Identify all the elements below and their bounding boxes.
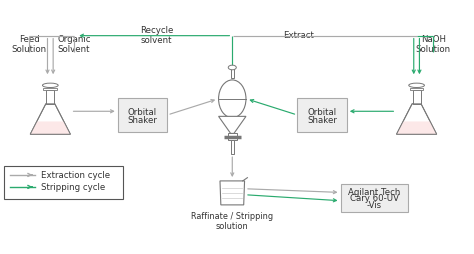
Ellipse shape: [219, 81, 246, 118]
Bar: [46, 90, 55, 104]
Bar: [231, 69, 234, 79]
Polygon shape: [397, 104, 437, 135]
Ellipse shape: [43, 84, 58, 88]
Text: Orbital: Orbital: [128, 107, 157, 116]
Polygon shape: [30, 104, 71, 135]
Text: Cary 60-UV: Cary 60-UV: [349, 194, 399, 203]
Text: -Vis: -Vis: [366, 201, 382, 210]
Text: Shaker: Shaker: [128, 116, 157, 125]
Bar: [228, 134, 237, 141]
Text: Feed
Solution: Feed Solution: [11, 35, 46, 54]
Bar: [340, 184, 408, 212]
Text: Agilant Tech: Agilant Tech: [348, 187, 400, 196]
Text: Stripping cycle: Stripping cycle: [41, 183, 106, 192]
Bar: [118, 99, 167, 132]
Polygon shape: [219, 117, 246, 134]
Text: Organic
Solvent: Organic Solvent: [57, 35, 91, 54]
Ellipse shape: [409, 84, 424, 88]
Bar: [44, 88, 57, 90]
Bar: [4, 166, 123, 199]
Ellipse shape: [228, 66, 237, 71]
Text: Orbital: Orbital: [308, 107, 337, 116]
Bar: [410, 88, 423, 90]
Text: Extract: Extract: [283, 31, 314, 40]
Bar: [231, 141, 234, 154]
Text: Extraction cycle: Extraction cycle: [41, 171, 110, 180]
Text: Recycle
solvent: Recycle solvent: [140, 25, 173, 45]
Polygon shape: [30, 122, 71, 135]
Text: NaOH
Solution: NaOH Solution: [416, 35, 451, 54]
Text: Raffinate / Stripping
solution: Raffinate / Stripping solution: [191, 211, 273, 230]
Bar: [412, 90, 420, 104]
Polygon shape: [220, 181, 245, 205]
Polygon shape: [397, 122, 437, 135]
Text: Shaker: Shaker: [307, 116, 337, 125]
Bar: [297, 99, 347, 132]
